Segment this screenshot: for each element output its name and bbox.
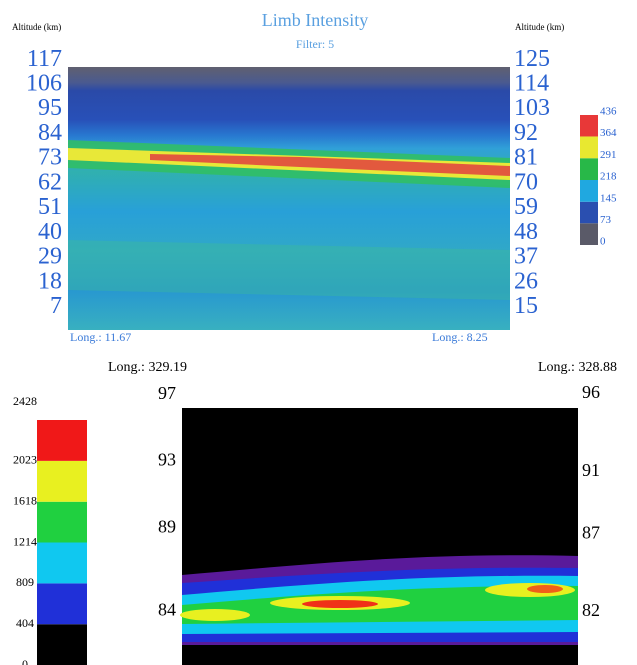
colorbar-tick-label: 2428 [13, 394, 37, 408]
colorbar-swatch [37, 420, 87, 461]
y-tick-label: 18 [38, 268, 62, 294]
colorbar-swatch [580, 158, 598, 180]
heatmap-field [68, 67, 510, 330]
y-tick-label: 117 [27, 46, 62, 72]
y2-tick-label: 26 [514, 268, 538, 294]
y-tick-label: 73 [38, 145, 62, 171]
y-tick-label: 93 [158, 450, 176, 470]
chart-title: Limb Intensity [262, 10, 369, 30]
colorbar-tick-label: 2023 [13, 453, 37, 467]
y2-tick-label: 125 [514, 46, 550, 72]
colorbar-tick-label: 364 [600, 127, 617, 139]
colorbar-tick-label: 0 [600, 236, 606, 248]
y2-tick-label: 87 [582, 522, 600, 542]
x-start-label: Long.: 11.67 [70, 330, 131, 344]
colorbar-swatch [37, 624, 87, 665]
y-tick-label: 95 [38, 95, 62, 121]
colorbar-tick-label: 436 [600, 106, 617, 118]
colorbar-tick-label: 218 [600, 171, 617, 183]
colorbar-tick-label: 145 [600, 192, 617, 204]
colorbar-tick-label: 291 [600, 149, 617, 161]
colorbar-tick-label: 1618 [13, 493, 37, 507]
y-tick-label: 40 [38, 219, 62, 245]
y2-axis-label: Altitude (km) [515, 22, 564, 32]
colorbar-swatch [37, 542, 87, 584]
y2-tick-label: 92 [514, 120, 538, 146]
y2-tick-label: 15 [514, 293, 538, 319]
colorbar-tick-label: 1214 [13, 534, 37, 548]
y2-tick-label: 82 [582, 600, 600, 620]
y2-tick-label: 48 [514, 219, 538, 245]
y2-tick-label: 96 [582, 382, 600, 402]
y-tick-label: 62 [38, 169, 62, 195]
y-tick-label: 84 [38, 120, 62, 146]
x-start-label: Long.: 329.19 [108, 360, 187, 375]
y-tick-label: 51 [38, 194, 62, 220]
colorbar-tick-label: 404 [16, 616, 34, 630]
y2-tick-label: 37 [514, 244, 538, 270]
y-axis-label: Altitude (km) [12, 22, 61, 32]
y2-tick-label: 91 [582, 460, 600, 480]
y-tick-label: 97 [158, 383, 176, 403]
colorbar-swatch [580, 136, 598, 159]
y2-tick-label: 81 [514, 145, 538, 171]
colorbar-swatch [37, 583, 87, 625]
chart-subtitle: Filter: 5 [296, 37, 334, 51]
y2-tick-label: 103 [514, 95, 550, 121]
x-end-label: Long.: 328.88 [538, 360, 617, 375]
y-tick-label: 84 [158, 600, 176, 620]
colorbar-tick-label: 809 [16, 575, 34, 589]
y-tick-label: 7 [50, 293, 62, 319]
y-tick-label: 106 [26, 70, 62, 96]
y-tick-label: 29 [38, 244, 62, 270]
colorbar-swatch [580, 180, 598, 202]
colorbar-swatch [37, 460, 87, 502]
colorbar-tick-label: 73 [600, 214, 612, 226]
heatmap-field [180, 408, 578, 665]
colorbar-swatch [580, 201, 598, 224]
y2-tick-label: 59 [514, 194, 538, 220]
colorbar-swatch [580, 223, 598, 245]
colorbar-tick-label: 0 [22, 657, 28, 665]
colorbar-swatch [37, 501, 87, 543]
colorbar-swatch [580, 115, 598, 137]
y2-tick-label: 114 [514, 70, 549, 96]
y-tick-label: 89 [158, 516, 176, 536]
y2-tick-label: 70 [514, 169, 538, 195]
x-end-label: Long.: 8.25 [432, 330, 488, 344]
